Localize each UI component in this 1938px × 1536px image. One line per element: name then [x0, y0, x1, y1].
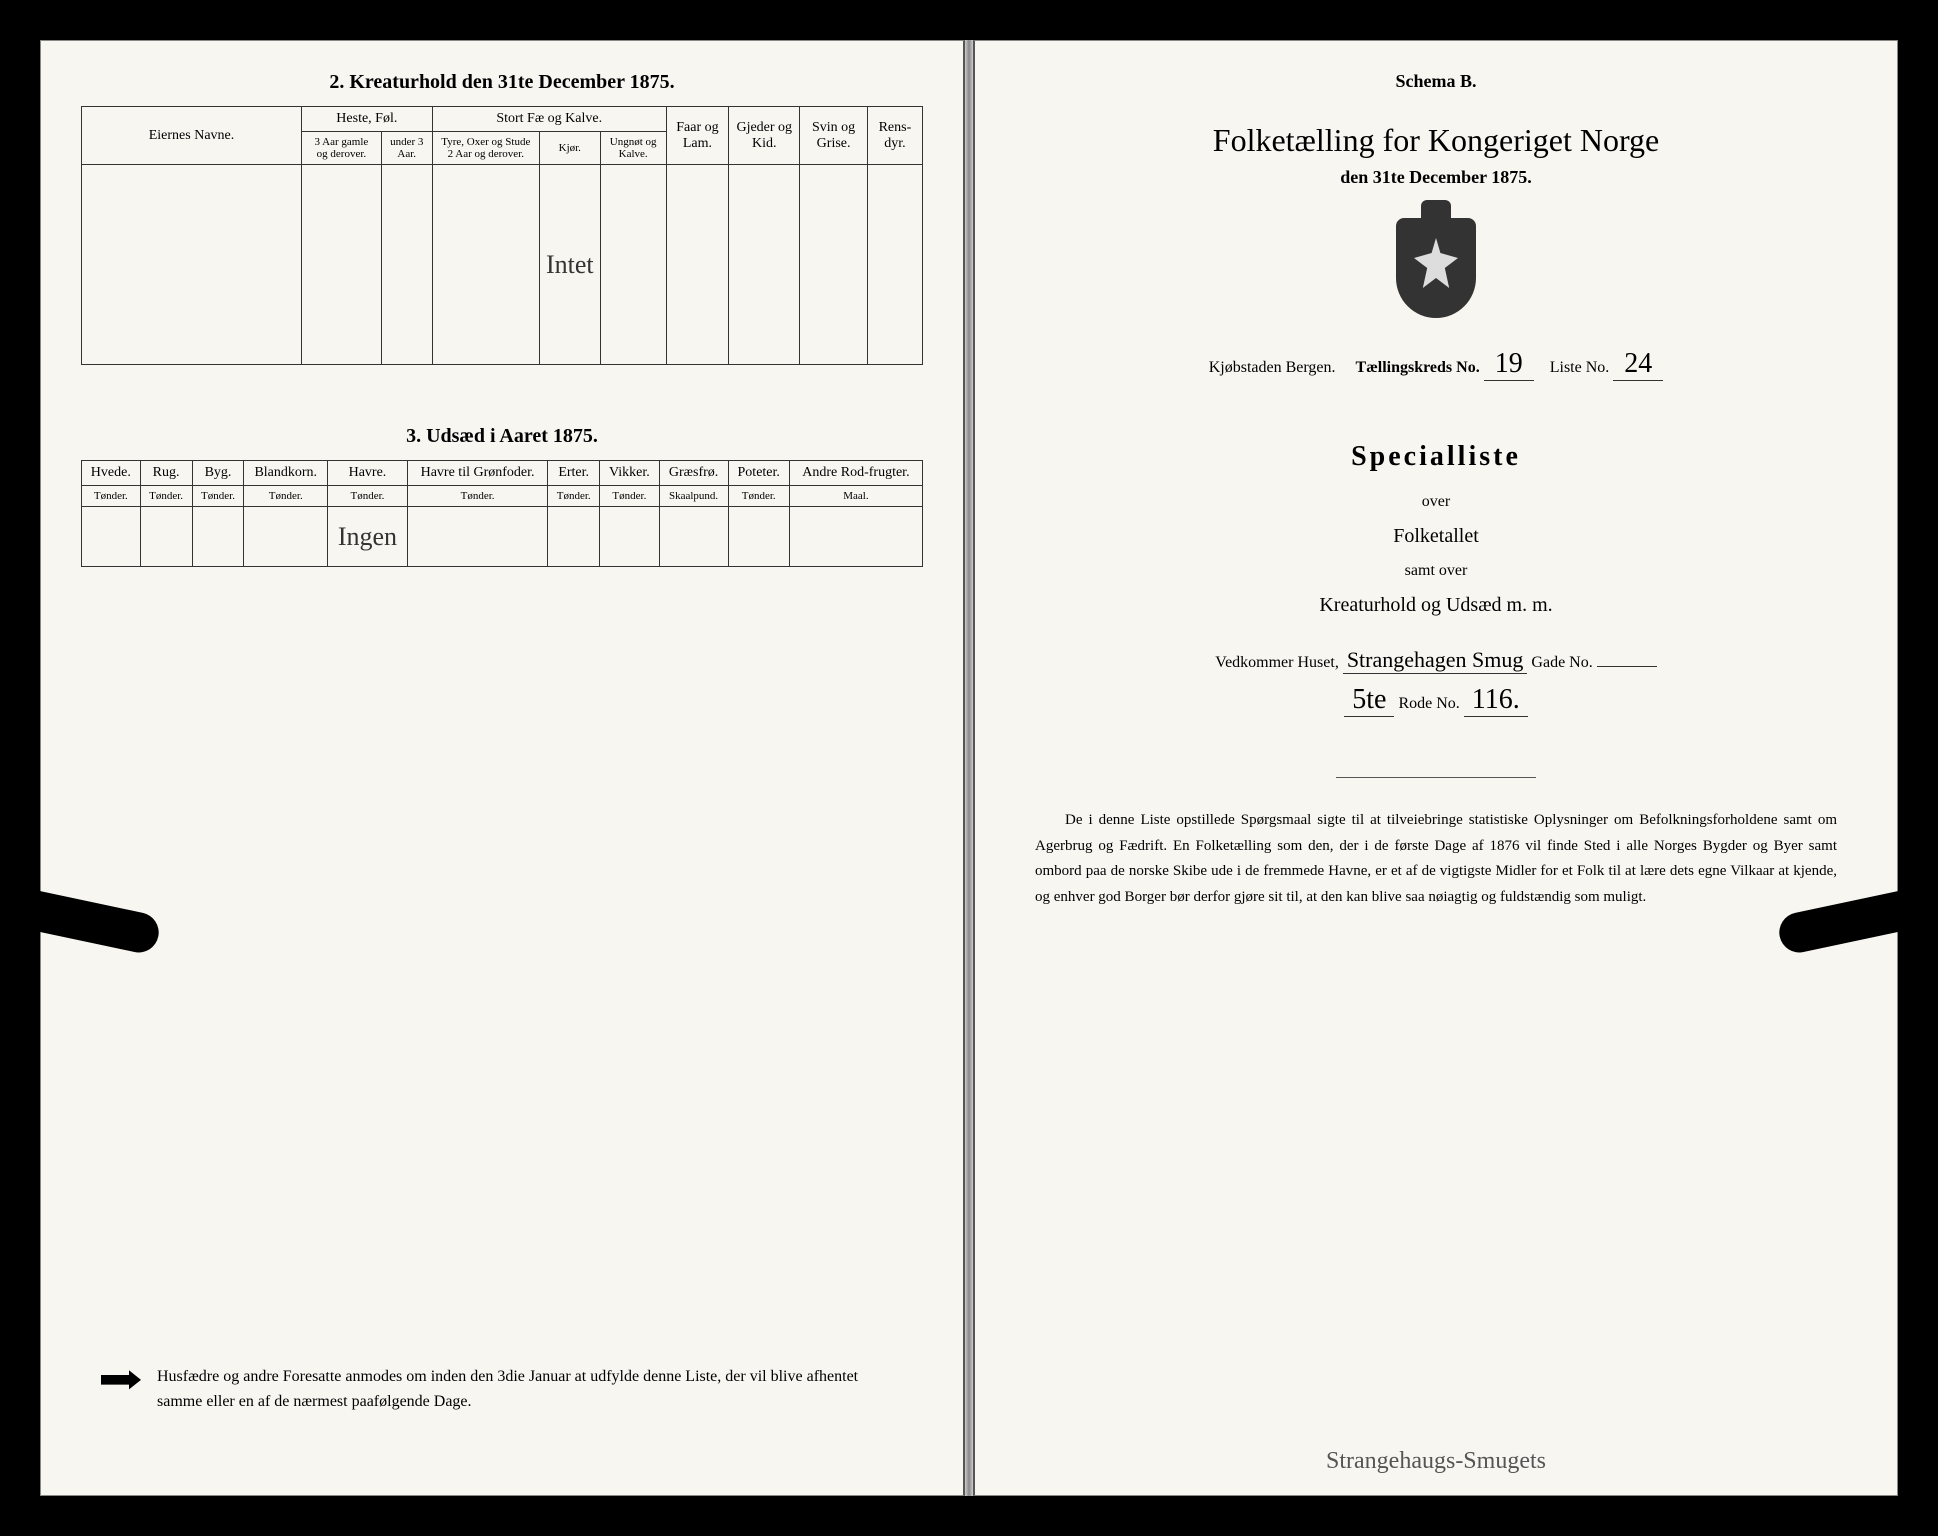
table-udsaed: Hvede. Rug. Byg. Blandkorn. Havre. Havre…: [81, 460, 923, 567]
col-ren: Rens-dyr.: [867, 107, 922, 165]
col-poteter: Poteter.: [728, 461, 789, 486]
bottom-handwriting: Strangehaugs-Smugets: [1326, 1448, 1546, 1475]
table-header-row: Hvede. Rug. Byg. Blandkorn. Havre. Havre…: [82, 461, 923, 486]
book-spread: 2. Kreaturhold den 31te December 1875. E…: [40, 40, 1898, 1496]
blank-area: [81, 567, 923, 907]
over-label: over: [1015, 493, 1857, 511]
sub-heste2: under 3 Aar.: [381, 132, 432, 165]
col-byg: Byg.: [192, 461, 244, 486]
main-title: Folketælling for Kongeriget Norge: [1015, 122, 1857, 159]
vedkommer-line: Vedkommer Huset, Strangehagen Smug Gade …: [1015, 647, 1857, 674]
huset-handwriting: Strangehagen Smug: [1343, 647, 1528, 674]
pointing-hand-icon: [101, 1368, 141, 1392]
liste-number: 24: [1613, 348, 1663, 381]
date-line: den 31te December 1875.: [1015, 167, 1857, 188]
handwriting-ingen: Ingen: [338, 522, 397, 551]
kreds-number: 19: [1484, 348, 1534, 381]
sub-stort3: Ungnøt og Kalve.: [600, 132, 666, 165]
vedkommer-label: Vedkommer Huset,: [1215, 654, 1339, 671]
book-spine: [965, 40, 973, 1496]
schema-label: Schema B.: [1015, 71, 1857, 92]
gade-label: Gade No.: [1531, 654, 1592, 671]
table-row: Ingen: [82, 507, 923, 567]
divider: [1336, 777, 1536, 778]
folketallet-label: Folketallet: [1015, 525, 1857, 548]
samt-label: samt over: [1015, 562, 1857, 580]
grp-stort: Stort Fæ og Kalve.: [432, 107, 666, 132]
rode-label: Rode No.: [1398, 695, 1459, 712]
coat-of-arms-icon: [1396, 218, 1476, 318]
col-hvede: Hvede.: [82, 461, 141, 486]
kreds-label: Tællingskreds No.: [1356, 359, 1480, 376]
sub-stort1: Tyre, Oxer og Stude 2 Aar og derover.: [432, 132, 539, 165]
rode-prefix: 5te: [1344, 684, 1394, 717]
kreds-line: Kjøbstaden Bergen. Tællingskreds No. 19 …: [1015, 348, 1857, 381]
col-faar: Faar og Lam.: [666, 107, 728, 165]
col-eiernes: Eiernes Navne.: [82, 107, 302, 165]
col-havre: Havre.: [328, 461, 408, 486]
footnote: Husfædre og andre Foresatte anmodes om i…: [101, 1364, 903, 1415]
col-rug: Rug.: [140, 461, 192, 486]
col-havregr: Havre til Grønfoder.: [407, 461, 547, 486]
table-row: Intet: [82, 165, 923, 365]
sub-heste1: 3 Aar gamle og derover.: [302, 132, 382, 165]
liste-label: Liste No.: [1550, 359, 1610, 376]
left-page: 2. Kreaturhold den 31te December 1875. E…: [40, 40, 965, 1496]
rode-line: 5te Rode No. 116.: [1015, 684, 1857, 717]
col-bland: Blandkorn.: [244, 461, 328, 486]
sub-stort2: Kjør.: [539, 132, 600, 165]
table-kreaturhold: Eiernes Navne. Heste, Føl. Stort Fæ og K…: [81, 106, 923, 365]
kreatur-label: Kreaturhold og Udsæd m. m.: [1015, 594, 1857, 617]
kjobstad-label: Kjøbstaden Bergen.: [1209, 359, 1336, 376]
body-paragraph: De i denne Liste opstillede Spørgsmaal s…: [1015, 808, 1857, 910]
right-page: Schema B. Folketælling for Kongeriget No…: [973, 40, 1898, 1496]
col-svin: Svin og Grise.: [800, 107, 867, 165]
footnote-text: Husfædre og andre Foresatte anmodes om i…: [157, 1364, 903, 1415]
col-vikker: Vikker.: [600, 461, 659, 486]
grp-heste: Heste, Føl.: [302, 107, 433, 132]
specialliste-title: Specialliste: [1015, 441, 1857, 473]
col-andre: Andre Rod-frugter.: [789, 461, 922, 486]
gade-number: [1597, 666, 1657, 667]
table-unit-row: Tønder. Tønder. Tønder. Tønder. Tønder. …: [82, 486, 923, 507]
col-graes: Græsfrø.: [659, 461, 728, 486]
section2-title: 2. Kreaturhold den 31te December 1875.: [81, 71, 923, 94]
rode-number: 116.: [1464, 684, 1528, 717]
handwriting-intet: Intet: [546, 250, 594, 279]
section3-title: 3. Udsæd i Aaret 1875.: [81, 425, 923, 448]
col-gjeder: Gjeder og Kid.: [729, 107, 800, 165]
col-erter: Erter.: [548, 461, 600, 486]
